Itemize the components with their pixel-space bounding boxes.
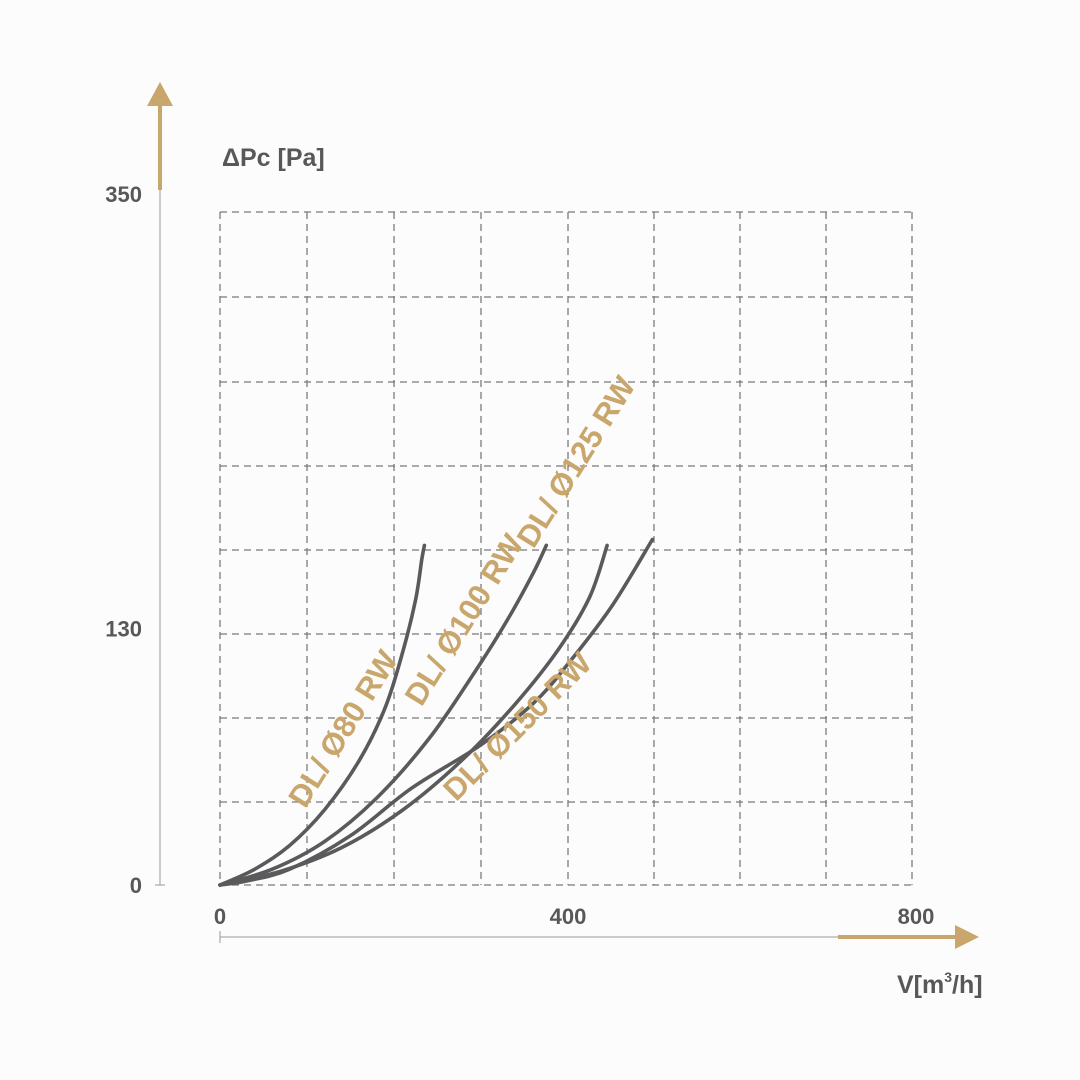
- y-tick-label: 0: [130, 873, 142, 898]
- series-line-1: [218, 543, 427, 887]
- y-tick-label: 350: [105, 182, 142, 207]
- y-axis-arrow-icon: [147, 82, 173, 106]
- x-axis-title-superscript: 3: [944, 969, 952, 985]
- series-label-2: DL/ Ø100 RW: [398, 528, 531, 712]
- x-axis-title-main: V[m: [897, 971, 944, 999]
- series-label-4: DL/ Ø150 RW: [436, 645, 599, 808]
- series-line-4: [218, 537, 655, 887]
- x-axis-title-tail: /h]: [952, 971, 983, 999]
- x-axis-title: V[m3/h]: [897, 969, 983, 999]
- series-line-2: [218, 543, 549, 887]
- y-tick-label: 130: [105, 616, 142, 641]
- x-tick-label: 800: [898, 904, 935, 929]
- x-tick-label: 400: [550, 904, 587, 929]
- series-curves: [218, 537, 655, 887]
- chart-grid: [219, 211, 913, 886]
- series-label-3: DL/ Ø125 RW: [510, 370, 643, 554]
- y-axis-title: ΔPc [Pa]: [222, 144, 325, 172]
- chart-axes: [147, 82, 979, 949]
- tick-labels: 0 130 350 0 400 800: [105, 182, 934, 929]
- x-tick-label: 0: [214, 904, 226, 929]
- x-axis-arrow-icon: [955, 925, 979, 949]
